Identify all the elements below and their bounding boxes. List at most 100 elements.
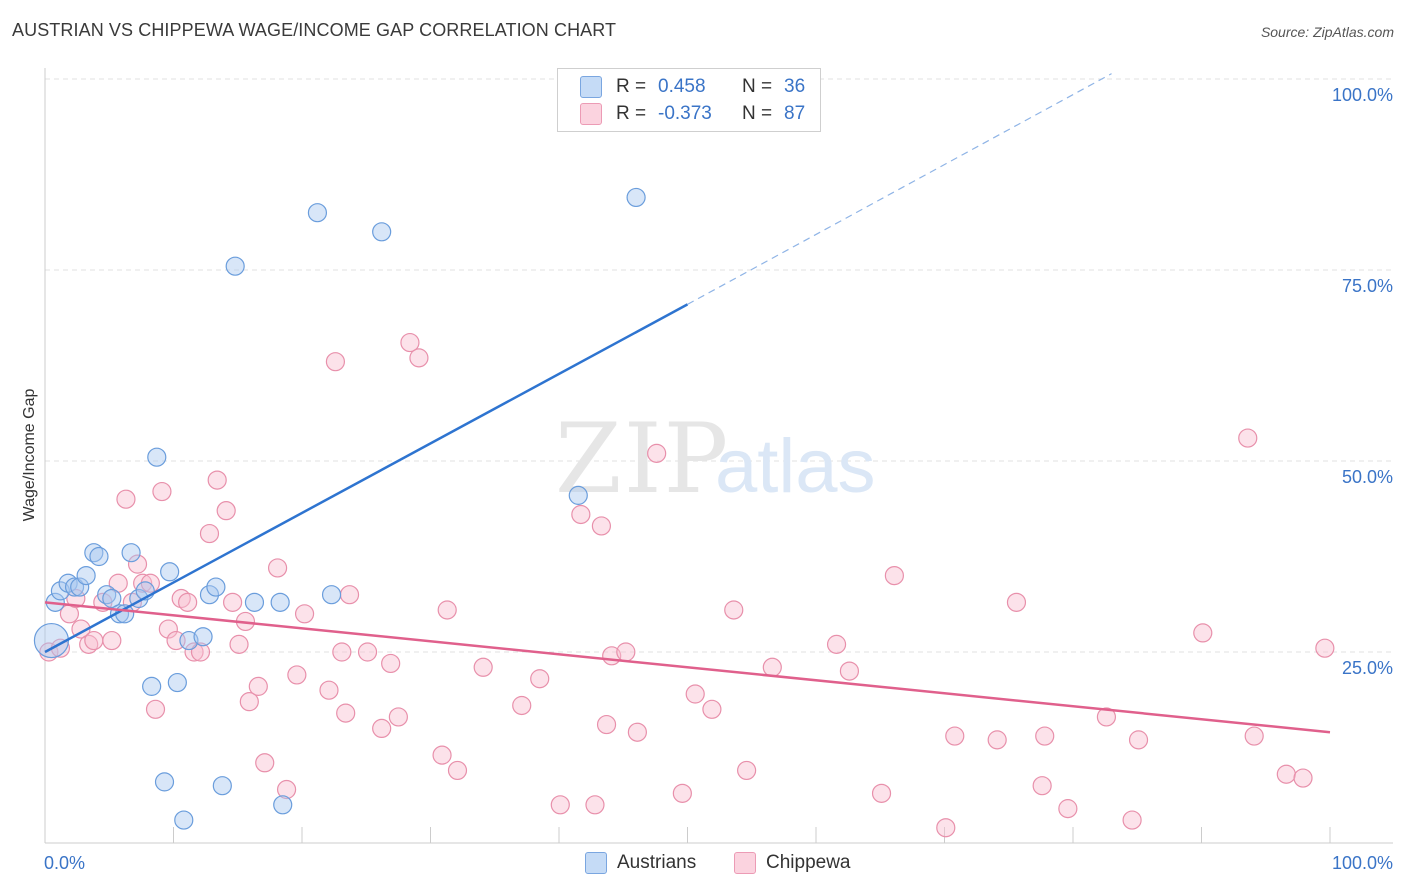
chippewa-point <box>550 795 570 815</box>
chippewa-point <box>1096 707 1117 727</box>
x-tick-label-left: 0.0% <box>44 853 85 873</box>
chippewa-point <box>294 604 315 624</box>
correlation-legend: R = 0.458 N = 36 R = -0.373 N = 87 <box>557 68 821 132</box>
chippewa-point <box>239 692 259 712</box>
chippewa-point <box>762 657 782 677</box>
chippewa-point <box>339 585 360 605</box>
chippewa-point <box>357 642 378 662</box>
legend-r-label: R = <box>616 76 647 97</box>
chippewa-point <box>1006 592 1027 612</box>
austrians-point <box>626 187 646 208</box>
austrians-point <box>193 627 213 647</box>
legend-n-label: N = <box>742 103 773 124</box>
chippewa-point <box>1058 799 1078 819</box>
legend-chippewa[interactable]: Chippewa <box>734 852 851 874</box>
chippewa-point <box>987 730 1007 750</box>
grid-lines <box>45 78 1393 653</box>
chippewa-swatch <box>580 103 602 125</box>
chippewa-point <box>884 565 904 586</box>
chippewa-point <box>158 619 178 639</box>
chippewa-point <box>571 504 591 525</box>
chippewa-point <box>409 348 429 368</box>
chart-title: AUSTRIAN VS CHIPPEWA WAGE/INCOME GAP COR… <box>12 20 617 40</box>
watermark-zip: ZIP <box>555 403 730 515</box>
legend-r-value: 0.458 <box>658 76 706 97</box>
chippewa-point <box>84 630 104 651</box>
austrians-point <box>154 772 175 792</box>
chippewa-point <box>473 657 493 677</box>
chippewa-point <box>596 714 617 735</box>
series-legend: Austrians Chippewa <box>0 852 1406 878</box>
legend-r-value: -0.373 <box>658 103 712 124</box>
y-tick-labels: 25.0% 50.0% 75.0% 100.0% <box>1332 85 1393 678</box>
austrians-point <box>97 585 117 605</box>
chippewa-point <box>267 558 288 578</box>
chippewa-point <box>737 760 757 781</box>
chippewa-point <box>591 516 612 536</box>
chippewa-point <box>216 501 236 521</box>
austrians-point <box>270 592 290 612</box>
austrians-point <box>372 222 392 242</box>
chippewa-point <box>1032 776 1052 796</box>
austrians-point <box>206 577 226 597</box>
trend-lines <box>44 73 1331 734</box>
chippewa-point <box>1244 726 1264 746</box>
chippewa-point <box>229 634 249 654</box>
chippewa-point <box>672 783 692 803</box>
chippewa-point <box>627 722 647 742</box>
austrians-point <box>33 622 70 659</box>
chippewa-point <box>945 726 965 746</box>
chippewa-point <box>116 489 136 509</box>
chippewa-point <box>1122 810 1142 830</box>
chippewa-point <box>1128 730 1149 750</box>
chippewa-point <box>724 600 744 620</box>
austrians-point <box>160 562 180 582</box>
legend-n-value: 36 <box>784 76 806 97</box>
chippewa-point <box>1276 764 1296 784</box>
chippewa-point <box>871 783 892 803</box>
chippewa-point <box>336 703 356 723</box>
chippewa-point <box>437 600 457 620</box>
austrians-point <box>121 543 141 563</box>
chippewa-trend-line <box>44 601 1331 734</box>
legend-austrians[interactable]: Austrians <box>585 852 696 874</box>
chippewa-point <box>145 699 166 719</box>
chippewa-point <box>332 642 352 662</box>
austrians-point <box>321 585 342 605</box>
chippewa-point <box>400 332 420 353</box>
austrians-point <box>174 810 194 830</box>
legend-austrians-label: Austrians <box>617 852 697 873</box>
chippewa-point <box>199 523 220 544</box>
austrians-point <box>89 546 109 567</box>
chippewa-point <box>647 443 667 463</box>
austrians-point <box>147 447 167 467</box>
chippewa-point <box>381 653 401 674</box>
austrians-point <box>568 485 588 505</box>
chippewa-point <box>127 554 148 574</box>
axes <box>44 68 1393 844</box>
austrians-point <box>142 676 162 696</box>
chippewa-point <box>1293 768 1313 788</box>
chippewa-point <box>1238 428 1258 448</box>
chippewa-point <box>248 676 268 696</box>
austrians-point <box>64 577 85 597</box>
chippewa-point <box>616 642 636 662</box>
austrians-trend-line <box>44 303 689 654</box>
chippewa-point <box>1035 726 1055 746</box>
y-tick-label: 75.0% <box>1342 276 1393 296</box>
chippewa-point <box>826 634 847 654</box>
x-tick-label-right: 100.0% <box>1332 853 1393 873</box>
legend-row-austrians: R = 0.458 N = 36 <box>580 74 805 100</box>
austrians-point <box>273 795 293 815</box>
chippewa-point <box>152 481 172 502</box>
chippewa-point <box>372 718 392 739</box>
chippewa-point <box>319 680 339 700</box>
austrians-point <box>212 776 232 796</box>
legend-row-chippewa: R = -0.373 N = 87 <box>580 101 805 127</box>
chippewa-point <box>79 634 99 654</box>
chippewa-point <box>1193 623 1213 643</box>
data-points <box>33 187 1335 838</box>
legend-n-label: N = <box>742 76 773 97</box>
austrians-point <box>225 256 245 276</box>
